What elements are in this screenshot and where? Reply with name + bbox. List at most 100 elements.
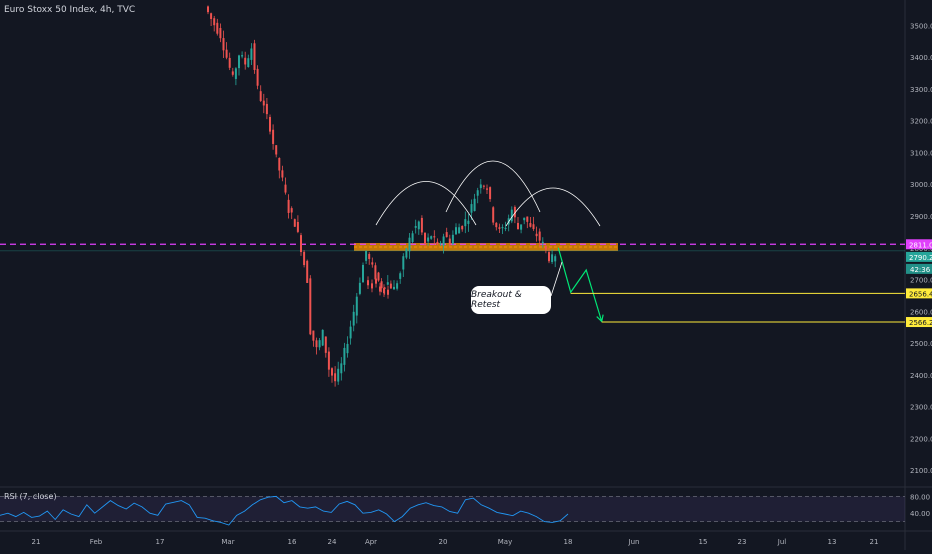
candle-body (445, 232, 448, 238)
time-tick-label: Mar (221, 538, 234, 546)
candle-body (269, 117, 271, 132)
candle-body (451, 234, 454, 244)
time-tick-label: 21 (32, 538, 41, 546)
candle-body (331, 368, 333, 376)
candle-body (287, 199, 290, 213)
price-tick-label: 2600.0 (910, 308, 932, 316)
candle-body (433, 236, 436, 238)
candle-body (411, 233, 414, 242)
candle-body (541, 241, 544, 243)
rsi-line (0, 495, 569, 526)
target-price-label: 2566.2 (909, 319, 932, 327)
last-price-tag (906, 251, 932, 262)
time-tick-label: May (498, 538, 512, 546)
candle-body (517, 222, 519, 230)
candle-body (349, 326, 352, 339)
candle-body (327, 351, 330, 370)
resistance-price-label: 2811.0 (909, 241, 932, 249)
candle-body (408, 237, 411, 252)
candle-body (513, 206, 516, 218)
candle-body (284, 184, 287, 193)
candle-body (244, 57, 247, 65)
candle-body (473, 198, 476, 212)
candle-body (309, 278, 312, 335)
candle-body (210, 13, 213, 19)
candle-body (346, 343, 349, 354)
right-shoulder-arc (505, 187, 601, 227)
price-tick-label: 3200.0 (910, 118, 932, 126)
candle-body (318, 340, 321, 348)
candle-body (334, 373, 337, 382)
price-tick-label: 2500.0 (910, 340, 932, 348)
left-shoulder-arc (375, 181, 477, 226)
candle-body (439, 242, 442, 245)
candle-body (510, 209, 513, 222)
candle-body (374, 265, 377, 280)
candle-body (495, 222, 498, 228)
candle-body (402, 256, 405, 270)
candle-body (247, 58, 250, 67)
breakout-retest-callout[interactable]: Breakout & Retest (471, 286, 551, 314)
rsi-tick-label: 40.00 (910, 510, 930, 518)
target-price-tag (906, 288, 932, 299)
candle-body (241, 55, 244, 57)
time-tick-label: Jun (628, 538, 640, 546)
time-tick-label: 17 (156, 538, 165, 546)
candle-body (414, 225, 417, 228)
candle-body (393, 286, 395, 290)
candle-body (387, 289, 389, 295)
candle-body (526, 216, 529, 222)
candle-body (259, 91, 262, 101)
last-price-label: 2790.2 (909, 254, 932, 262)
candle-body (442, 236, 445, 246)
candle-body (380, 281, 383, 289)
candle-body (337, 368, 340, 382)
candle-body (355, 296, 358, 316)
candle-body (262, 100, 265, 106)
candle-body (368, 253, 371, 259)
candle-body (467, 220, 470, 224)
candle-body (436, 241, 439, 245)
candle-body (529, 223, 532, 227)
candle-body (265, 103, 268, 115)
price-tick-label: 2100.0 (910, 467, 932, 475)
candle-body (551, 254, 554, 263)
price-tick-label: 3300.0 (910, 86, 932, 94)
candle-body (479, 184, 482, 189)
candle-body (458, 227, 461, 234)
candle-body (427, 237, 430, 242)
candle-body (554, 256, 557, 262)
candle-body (296, 221, 299, 232)
candle-body (225, 49, 228, 58)
time-tick-label: 20 (439, 538, 448, 546)
head-arc (445, 160, 541, 213)
candle-body (231, 71, 234, 75)
candle-body (362, 264, 364, 283)
candle-body (213, 18, 216, 26)
candle-body (207, 6, 209, 13)
rsi-indicator-label[interactable]: RSI (7, close) (4, 492, 57, 501)
candle-body (482, 185, 485, 187)
time-tick-label: 15 (699, 538, 708, 546)
candle-body (250, 48, 253, 60)
candle-body (535, 233, 538, 237)
candle-body (375, 278, 377, 284)
rsi-band (0, 496, 905, 522)
candle-body (424, 232, 426, 244)
candle-body (275, 145, 278, 155)
candle-body (417, 221, 420, 230)
candle-body (470, 204, 473, 213)
candle-body (315, 340, 318, 348)
chart-title: Euro Stoxx 50 Index, 4h, TVC (4, 5, 136, 15)
candle-body (365, 250, 368, 261)
time-tick-label: 24 (328, 538, 337, 546)
price-tick-label: 3500.0 (910, 22, 932, 30)
candle-body (379, 286, 381, 292)
candle-body (389, 283, 392, 289)
projection-path (557, 247, 603, 322)
resistance-price-tag (906, 239, 932, 250)
candle-body (303, 251, 306, 266)
